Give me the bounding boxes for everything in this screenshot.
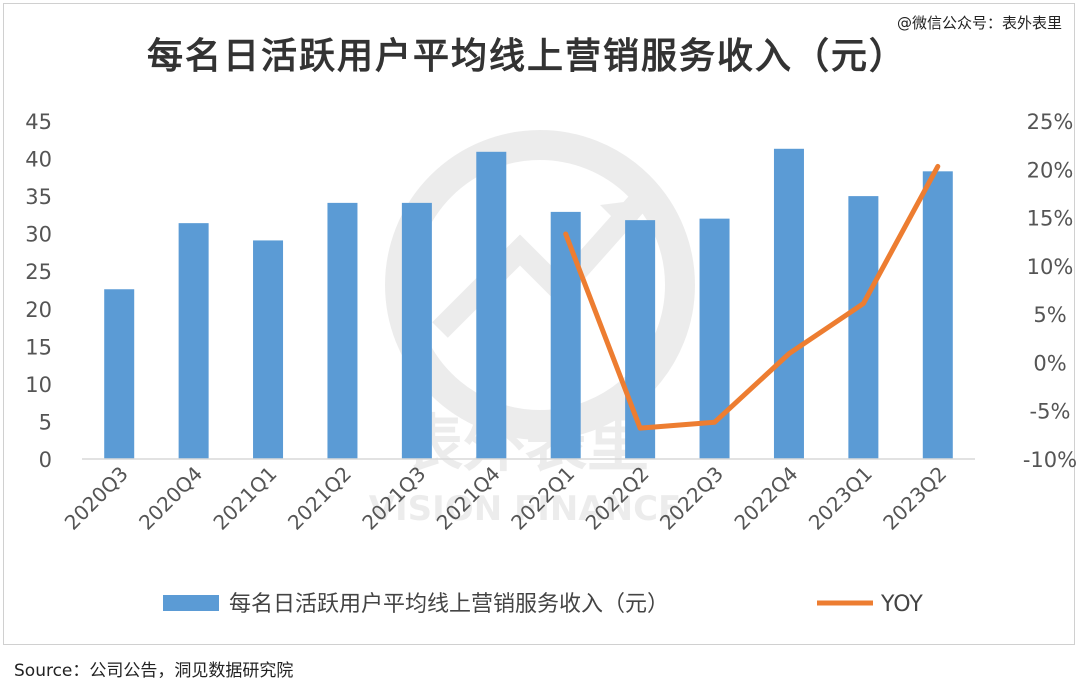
x-tick-label: 2022Q4	[729, 462, 802, 535]
y-right-tick-label: 15%	[1027, 207, 1074, 231]
yoy-line	[563, 163, 941, 431]
bar	[401, 202, 432, 460]
x-tick-label: 2021Q2	[283, 462, 356, 535]
svg-text:表外表里: 表外表里	[401, 407, 649, 480]
x-tick-label: 2021Q1	[208, 462, 281, 535]
y-right-tick-label: 5%	[1033, 303, 1066, 327]
bar	[625, 220, 656, 459]
x-tick-label: 2020Q4	[134, 462, 207, 535]
legend-bar-label: 每名日活跃用户平均线上营销服务收入（元）	[229, 592, 669, 617]
y-left-tick-label: 45	[25, 110, 52, 134]
svg-text:VISION FINANCE: VISION FINANCE	[369, 489, 682, 529]
y-axis-left: 0 5 10 15 20 25 30 35 40 45	[25, 110, 52, 472]
y-left-tick-label: 20	[25, 298, 52, 322]
y-left-tick-label: 5	[39, 410, 52, 434]
bar	[327, 202, 358, 460]
x-tick-label: 2020Q3	[60, 462, 133, 535]
bar-series	[104, 148, 953, 460]
bar	[848, 196, 879, 459]
line-series	[563, 163, 941, 431]
bar	[253, 240, 284, 459]
bar	[922, 171, 953, 459]
y-right-tick-label: 0%	[1033, 351, 1066, 375]
bar	[773, 148, 804, 459]
y-left-tick-label: 35	[25, 185, 52, 209]
y-left-tick-label: 10	[25, 373, 52, 397]
bar	[476, 151, 507, 459]
source-note: Source：公司公告，洞见数据研究院	[14, 661, 294, 681]
y-right-tick-label: -10%	[1023, 448, 1077, 472]
y-right-tick-label: 20%	[1027, 158, 1074, 182]
bar	[550, 211, 581, 459]
legend-line-label: YOY	[880, 592, 923, 617]
bar	[178, 223, 209, 459]
watermark-logo: 表外表里 VISION FINANCE	[369, 130, 695, 529]
y-left-tick-label: 0	[39, 448, 52, 472]
x-tick-label: 2023Q2	[878, 462, 951, 535]
watermark-text: @微信公众号：表外表里	[896, 14, 1062, 32]
chart-title: 每名日活跃用户平均线上营销服务收入（元）	[147, 36, 907, 77]
y-axis-right: -10% -5% 0% 5% 10% 15% 20% 25%	[1023, 110, 1077, 472]
legend-bar-swatch	[163, 595, 219, 611]
x-tick-label: 2023Q1	[804, 462, 877, 535]
y-right-tick-label: -5%	[1030, 400, 1071, 424]
y-left-tick-label: 30	[25, 223, 52, 247]
bar	[104, 289, 135, 459]
y-left-tick-label: 25	[25, 260, 52, 284]
y-right-tick-label: 10%	[1027, 255, 1074, 279]
legend: 每名日活跃用户平均线上营销服务收入（元） YOY	[163, 592, 923, 617]
y-right-tick-label: 25%	[1027, 110, 1074, 134]
y-left-tick-label: 40	[25, 148, 52, 172]
y-left-tick-label: 15	[25, 335, 52, 359]
